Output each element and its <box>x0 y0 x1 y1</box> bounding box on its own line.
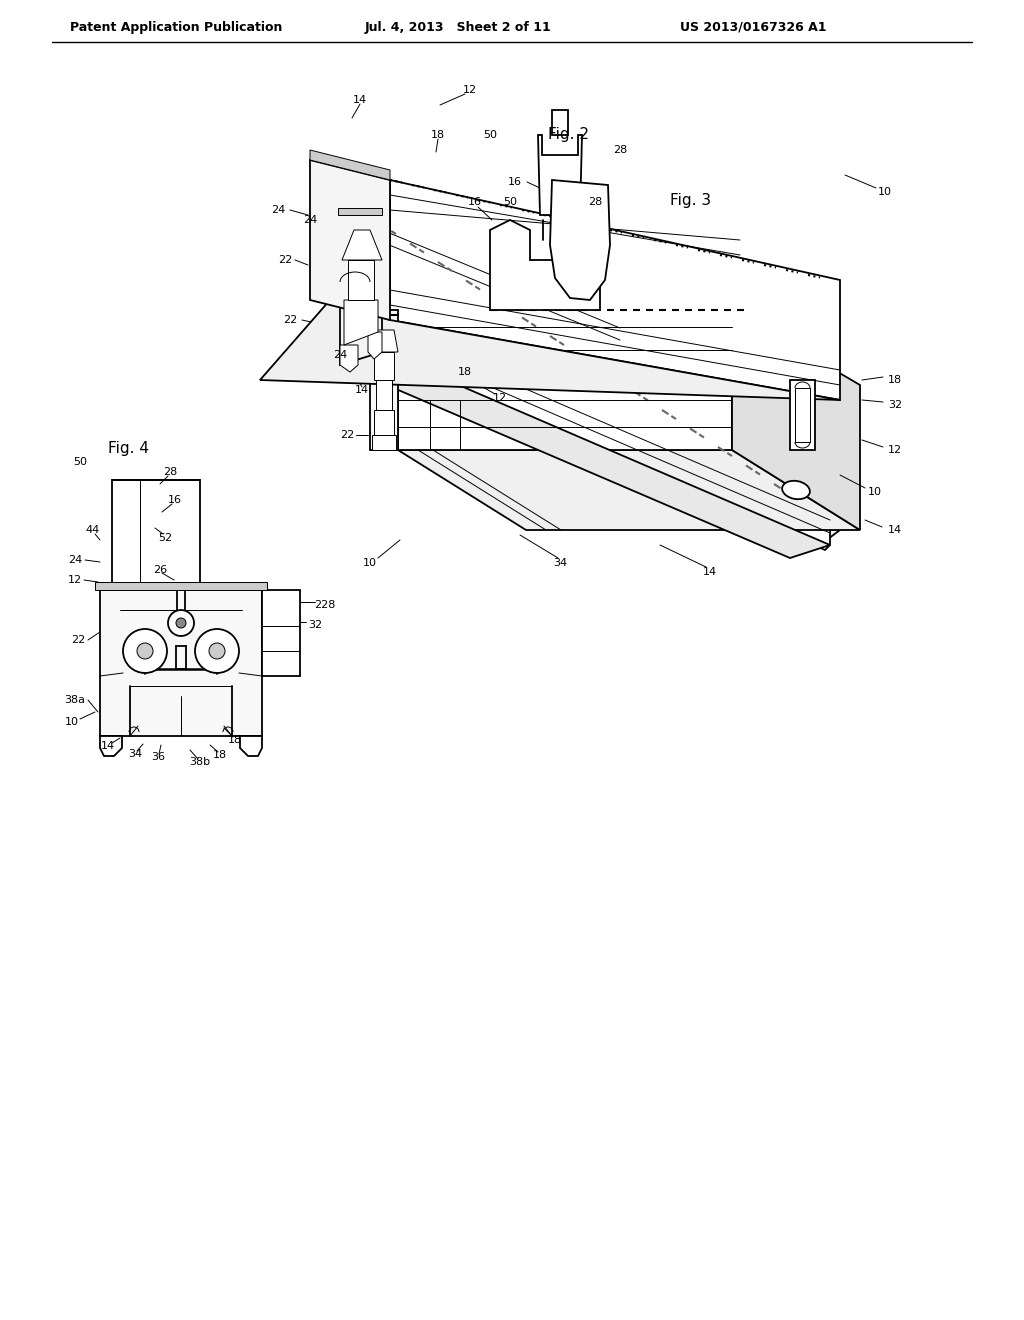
Polygon shape <box>310 150 390 180</box>
Text: 14: 14 <box>101 741 115 751</box>
Text: 22: 22 <box>283 315 297 325</box>
Text: 12: 12 <box>463 84 477 95</box>
Text: 34: 34 <box>553 558 567 568</box>
Polygon shape <box>342 230 382 260</box>
Polygon shape <box>368 333 382 359</box>
Polygon shape <box>370 310 398 450</box>
Polygon shape <box>340 205 382 366</box>
Polygon shape <box>262 590 300 676</box>
Text: 16: 16 <box>508 177 522 187</box>
Polygon shape <box>390 180 840 400</box>
Polygon shape <box>112 480 200 590</box>
Text: 16: 16 <box>168 495 182 506</box>
Text: 50: 50 <box>73 457 87 467</box>
Text: 50: 50 <box>483 129 497 140</box>
Text: 28: 28 <box>613 145 627 154</box>
Polygon shape <box>552 110 568 135</box>
Text: 10: 10 <box>868 487 882 498</box>
Text: Fig. 2: Fig. 2 <box>548 128 589 143</box>
Polygon shape <box>340 352 830 558</box>
Text: 32: 32 <box>888 400 902 411</box>
Polygon shape <box>374 352 394 380</box>
Text: Fig. 3: Fig. 3 <box>670 193 711 207</box>
Polygon shape <box>490 220 600 310</box>
Polygon shape <box>382 215 830 550</box>
Polygon shape <box>348 260 374 300</box>
Text: 18: 18 <box>888 375 902 385</box>
Text: 14: 14 <box>702 568 717 577</box>
Text: 26: 26 <box>153 565 167 576</box>
Polygon shape <box>550 180 610 300</box>
Text: 36: 36 <box>151 752 165 762</box>
Text: 10: 10 <box>65 717 79 727</box>
Text: 14: 14 <box>888 525 902 535</box>
Text: Patent Application Publication: Patent Application Publication <box>70 21 283 33</box>
Polygon shape <box>95 582 267 590</box>
Text: 32: 32 <box>308 620 323 630</box>
Text: 16: 16 <box>468 197 482 207</box>
Text: 50: 50 <box>503 197 517 207</box>
Circle shape <box>176 618 186 628</box>
Circle shape <box>195 630 239 673</box>
Polygon shape <box>372 436 396 450</box>
Text: 18: 18 <box>431 129 445 140</box>
Text: 28: 28 <box>163 467 177 477</box>
Circle shape <box>137 643 153 659</box>
Polygon shape <box>795 388 810 442</box>
Polygon shape <box>790 380 815 450</box>
Polygon shape <box>380 315 840 545</box>
Text: 228: 228 <box>314 601 336 610</box>
Text: 22: 22 <box>278 255 292 265</box>
Text: 12: 12 <box>68 576 82 585</box>
Circle shape <box>123 630 167 673</box>
Text: 24: 24 <box>271 205 285 215</box>
Polygon shape <box>370 330 398 352</box>
Polygon shape <box>344 300 378 345</box>
Text: Fig. 4: Fig. 4 <box>108 441 150 455</box>
Text: US 2013/0167326 A1: US 2013/0167326 A1 <box>680 21 826 33</box>
Polygon shape <box>340 345 358 372</box>
Text: 18: 18 <box>213 750 227 760</box>
Polygon shape <box>338 209 382 215</box>
Text: 38b: 38b <box>189 756 211 767</box>
Polygon shape <box>398 450 860 531</box>
Polygon shape <box>260 300 840 400</box>
Text: 10: 10 <box>362 558 377 568</box>
Text: 18: 18 <box>458 367 472 378</box>
Polygon shape <box>398 310 732 450</box>
Text: 18: 18 <box>228 735 242 744</box>
Text: 12: 12 <box>888 445 902 455</box>
Polygon shape <box>374 411 394 436</box>
Text: 22: 22 <box>71 635 85 645</box>
Polygon shape <box>732 310 860 531</box>
Text: 22: 22 <box>340 430 354 440</box>
Text: 14: 14 <box>355 385 369 395</box>
Text: 28: 28 <box>588 197 602 207</box>
Text: 38a: 38a <box>65 696 85 705</box>
Text: 10: 10 <box>878 187 892 197</box>
Text: 24: 24 <box>68 554 82 565</box>
Polygon shape <box>100 590 262 737</box>
Ellipse shape <box>782 480 810 499</box>
Text: 34: 34 <box>128 748 142 759</box>
Text: 14: 14 <box>353 95 367 106</box>
Circle shape <box>209 643 225 659</box>
Text: 24: 24 <box>303 215 317 224</box>
Polygon shape <box>310 160 390 319</box>
Polygon shape <box>538 135 582 215</box>
Text: Jul. 4, 2013   Sheet 2 of 11: Jul. 4, 2013 Sheet 2 of 11 <box>365 21 552 33</box>
Circle shape <box>168 610 194 636</box>
Polygon shape <box>100 737 122 756</box>
Text: 44: 44 <box>86 525 100 535</box>
Text: 52: 52 <box>158 533 172 543</box>
Text: 12: 12 <box>493 393 507 403</box>
Polygon shape <box>240 737 262 756</box>
Polygon shape <box>376 380 392 411</box>
Text: 24: 24 <box>333 350 347 360</box>
